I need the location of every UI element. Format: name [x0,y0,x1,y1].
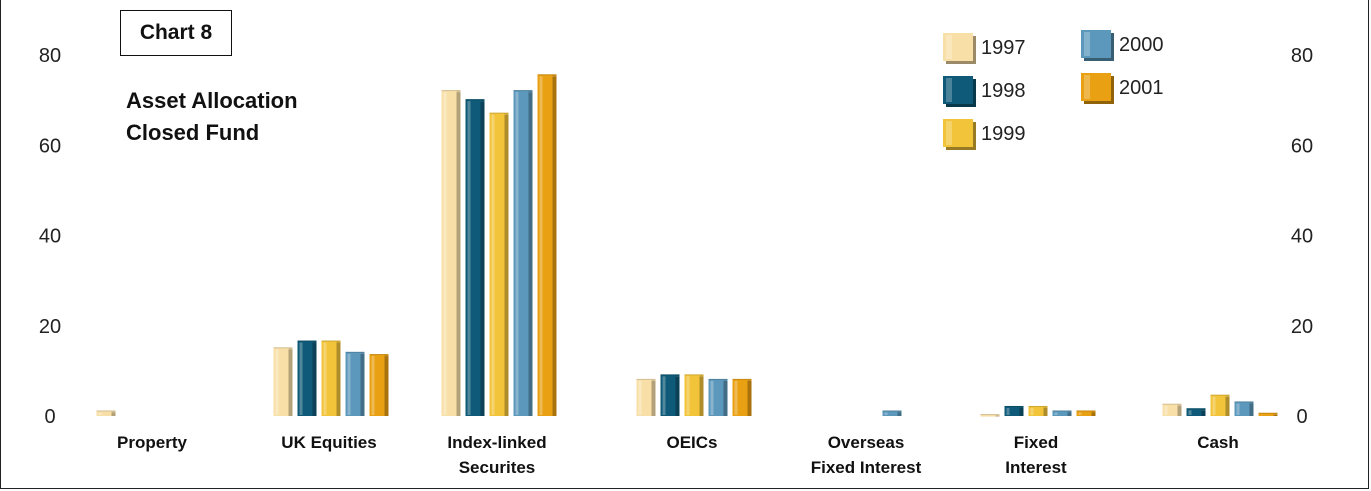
bar-1998 [660,374,680,416]
bar-2000 [708,378,728,416]
category-label: Fixed [1014,433,1058,452]
legend-item-1999: 1999 [943,119,1026,150]
legend-swatch [943,76,973,104]
category-labels: Property UK Equities Index-linked Securites… [117,433,1239,477]
category-label: Overseas [828,433,905,452]
bar-1999 [1028,405,1048,416]
bars-group [96,74,1278,417]
legend: 1997 1998 1999 2000 2001 [943,30,1164,150]
y-axis-left: 0 20 40 60 80 [39,45,61,428]
bar-2001 [537,74,557,417]
bar-1998 [1004,405,1024,416]
bar-2000 [1052,410,1072,416]
bar-2001 [1258,412,1278,416]
legend-swatch [943,119,973,147]
category-label: OEICs [666,433,717,452]
y-tick-label-right: 40 [1291,226,1313,248]
chart-title-line-2: Closed Fund [126,120,260,145]
y-tick-label-right: 80 [1291,45,1313,67]
bar-1998 [465,99,485,416]
category-label: Cash [1197,433,1239,452]
legend-label: 1997 [981,37,1026,59]
bar-1999 [1210,394,1230,416]
bar-1997 [1162,403,1182,416]
category-label: Property [117,433,187,452]
bar-1999 [321,340,341,416]
legend-item-2000: 2000 [1081,30,1164,61]
y-tick-label-left: 40 [39,226,61,248]
category-label: Interest [1005,458,1067,477]
category-label: UK Equities [281,433,376,452]
legend-label: 2001 [1119,77,1164,99]
y-tick-label-right: 20 [1291,316,1313,338]
y-axis-right: 0 20 40 60 80 [1291,45,1313,428]
y-tick-label-right: 0 [1296,406,1307,428]
chart-number-label: Chart 8 [120,10,232,56]
legend-swatch [1081,73,1111,101]
y-tick-label-left: 0 [44,406,55,428]
y-tick-label-right: 60 [1291,135,1313,157]
bar-1998 [297,340,317,416]
bar-2001 [732,378,752,416]
category-label: Fixed Interest [811,458,922,477]
y-tick-label-left: 20 [39,316,61,338]
bar-2000 [882,410,902,416]
bar-2000 [1234,401,1254,416]
y-tick-label-left: 60 [39,135,61,157]
bar-2000 [513,90,533,416]
bar-1997 [96,410,116,416]
legend-swatch [943,33,973,61]
legend-item-1997: 1997 [943,33,1026,64]
bar-1997 [273,347,293,416]
bar-1999 [489,112,509,416]
bar-1997 [980,414,1000,417]
category-label: Index-linked [447,433,546,452]
bar-2000 [345,351,365,416]
legend-label: 1998 [981,80,1026,102]
bar-2001 [1076,410,1096,416]
legend-swatch [1081,30,1111,58]
legend-label: 1999 [981,123,1026,145]
legend-item-1998: 1998 [943,76,1026,107]
chart-title-line-1: Asset Allocation [126,88,298,113]
bar-1998 [1186,408,1206,416]
bar-2001 [369,354,389,416]
y-tick-label-left: 80 [39,45,61,67]
bar-1999 [684,374,704,416]
legend-label: 2000 [1119,34,1164,56]
bar-1997 [636,378,656,416]
bar-1997 [441,90,461,416]
legend-item-2001: 2001 [1081,73,1164,104]
category-label: Securites [459,458,536,477]
